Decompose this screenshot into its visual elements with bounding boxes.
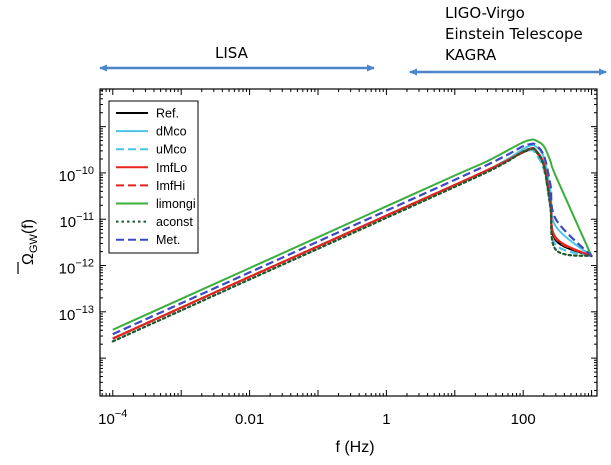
legend-label-met: Met.	[156, 233, 180, 247]
lisa-band-label: LISA	[215, 44, 249, 62]
y-tick-label: 10−10	[59, 165, 94, 185]
legend-label-dmco: dMco	[156, 125, 187, 139]
x-axis-title: f (Hz)	[335, 439, 374, 456]
x-tick-label: 100	[511, 411, 536, 428]
x-tick-label: 1	[382, 411, 390, 428]
series-layer	[111, 138, 593, 343]
legend-label-imflo: ImfLo	[156, 161, 187, 175]
axis-ticks: 10−4 0.01 1 100 10−10 10−11 10−12 10−13	[59, 89, 597, 428]
series-line-imfhi	[112, 147, 593, 340]
legend-label-ref: Ref.	[156, 107, 179, 121]
y-axis-title-tail: (f)	[20, 219, 37, 234]
x-tick-label: 0.01	[235, 411, 264, 428]
y-tick-label: 10−12	[59, 258, 94, 278]
series-line-limongi	[112, 138, 593, 331]
legend: Ref. dMco uMco ImfLo ImfHi limongi aconst Met.	[108, 100, 199, 254]
series-line-met	[112, 142, 593, 336]
kagra-label: KAGRA	[445, 46, 497, 64]
legend-label-aconst: aconst	[156, 215, 193, 229]
x-tick-label: 10−4	[98, 408, 127, 428]
plot-frame	[99, 88, 598, 397]
legend-label-imfhi: ImfHi	[156, 179, 185, 193]
legend-box	[108, 100, 199, 254]
y-axis-title: ΩGW(f)	[17, 219, 40, 274]
legend-label-umco: uMco	[156, 143, 187, 157]
series-line-aconst	[111, 147, 593, 343]
y-tick-label: 10−13	[59, 304, 94, 324]
frequency-bands: LISA LIGO-Virgo Einstein Telescope KAGRA	[99, 4, 607, 76]
ligo-virgo-label: LIGO-Virgo	[445, 4, 525, 22]
einstein-telescope-label: Einstein Telescope	[445, 25, 583, 43]
legend-label-limongi: limongi	[156, 197, 196, 211]
y-axis-title-subscript: GW	[28, 233, 40, 253]
y-tick-label: 10−11	[59, 211, 94, 231]
y-axis-title-main: Ω	[20, 253, 37, 265]
svg-text:ΩGW(f): ΩGW(f)	[20, 219, 40, 265]
